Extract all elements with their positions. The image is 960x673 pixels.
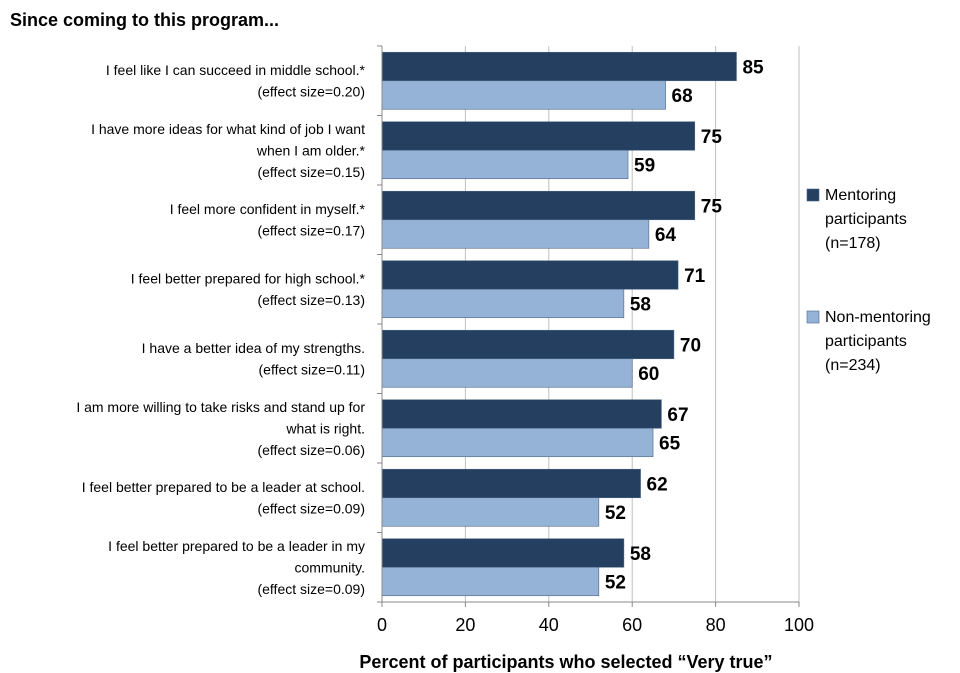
bar-series1-cat8 [381,538,625,568]
category-label: (effect size=0.09) [257,581,365,597]
x-axis: 0 20 40 60 80 100 [377,45,814,635]
bar-series1-cat5 [381,329,675,360]
category-label: (effect size=0.17) [257,223,365,239]
bar-series1-cat3 [381,190,696,221]
x-tick-label: 40 [539,615,559,635]
data-label-series1-cat4: 71 [684,266,706,287]
category-label: (effect size=0.11) [259,362,365,378]
legend-label-series2: participants [825,333,907,350]
bar-series1-cat4 [381,260,679,290]
data-label-series2-cat7: 52 [605,503,626,524]
bar-series2-cat4 [381,288,625,319]
category-label: I have a better idea of my strengths. [142,340,365,356]
x-tick-label: 60 [622,615,642,635]
category-label: what is right. [285,420,365,436]
category-label: (effect size=0.06) [257,442,365,458]
bar-series1-cat7 [381,468,641,499]
x-tick-label: 0 [377,615,387,635]
category-label: I feel better prepared to be a leader in… [108,538,365,554]
bar-series2-cat1 [381,80,666,110]
legend-swatch-series1 [806,188,820,202]
data-label-series1-cat7: 62 [647,475,668,496]
data-label-series2-cat6: 65 [659,434,681,455]
chart-title: Since coming to this program... [10,10,279,30]
data-label-series1-cat6: 67 [667,405,688,426]
category-label: I feel better prepared for high school.* [131,271,366,287]
bar-series2-cat6 [381,427,654,458]
data-label-series2-cat5: 60 [638,364,659,385]
legend-label-series1: Mentoring [825,187,896,204]
legend-swatch-series2 [806,310,820,324]
category-label: I am more willing to take risks and stan… [76,399,365,415]
legend-label-series2: (n=234) [825,357,881,374]
data-label-series1-cat8: 58 [630,544,651,565]
data-label-series2-cat2: 59 [634,156,655,177]
data-label-series2-cat8: 52 [605,573,626,594]
category-label: I feel more confident in myself.* [170,201,366,217]
bar-series2-cat8 [381,566,600,597]
category-label: I feel like I can succeed in middle scho… [106,62,366,78]
bar-series2-cat5 [381,358,633,388]
category-label: I have more ideas for what kind of job I… [91,121,365,137]
category-labels: I feel like I can succeed in middle scho… [76,62,365,597]
category-label: (effect size=0.13) [257,292,365,308]
data-label-series2-cat4: 58 [630,295,651,316]
category-label: when I am older.* [256,142,366,158]
data-label-series1-cat3: 75 [701,197,723,218]
x-tick-label: 20 [455,615,475,635]
x-axis-title: Percent of participants who selected “Ve… [359,652,772,672]
x-tick-label: 100 [784,615,814,635]
data-label-series1-cat2: 75 [701,127,723,148]
legend-label-series1: participants [825,211,907,228]
data-label-series2-cat3: 64 [655,225,677,246]
bar-series1-cat6 [381,399,662,429]
bar-series1-cat1 [381,51,737,82]
category-label: (effect size=0.15) [257,164,365,180]
category-label: (effect size=0.20) [257,84,365,100]
category-label: I feel better prepared to be a leader at… [82,479,365,495]
bar-series2-cat2 [381,149,629,180]
legend-label-series2: Non-mentoring [825,309,931,326]
bar-series1-cat2 [381,121,696,151]
bar-series2-cat3 [381,219,650,249]
legend: Mentoring participants (n=178) Non-mentorin… [806,187,931,374]
data-label-series1-cat5: 70 [680,336,701,357]
data-label-series1-cat1: 85 [742,58,764,79]
category-label: (effect size=0.09) [257,501,365,517]
legend-label-series1: (n=178) [825,235,881,252]
x-tick-label: 80 [706,615,726,635]
category-label: community. [294,559,365,575]
bar-series2-cat7 [381,497,600,527]
data-label-series2-cat1: 68 [672,86,693,107]
